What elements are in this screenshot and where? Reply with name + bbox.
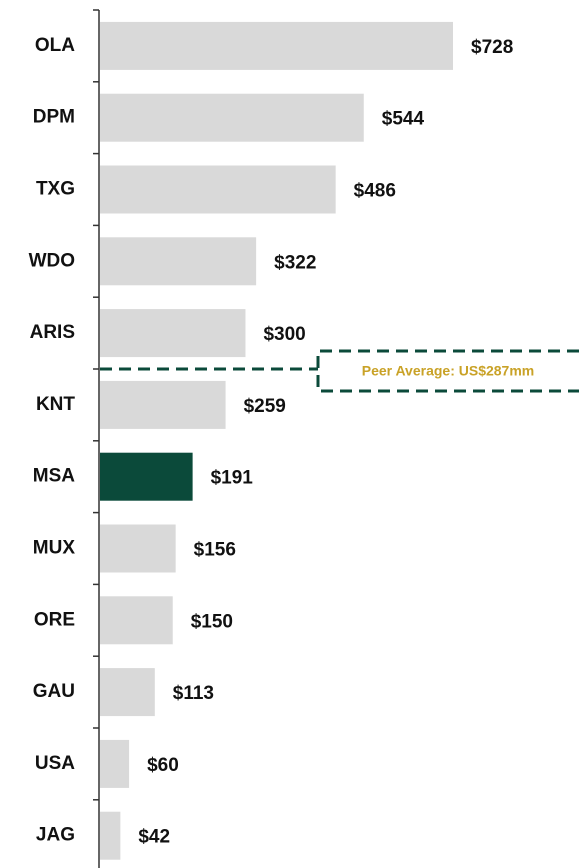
value-label: $60: [147, 755, 179, 776]
bar: [100, 165, 336, 214]
value-label: $728: [471, 37, 513, 58]
category-label: JAG: [36, 825, 75, 846]
category-label: TXG: [36, 179, 75, 200]
category-label: KNT: [36, 394, 75, 415]
bar: [100, 452, 193, 501]
average-label: Peer Average: US$287mm: [362, 363, 535, 379]
value-label: $156: [194, 540, 236, 561]
category-label: ORE: [34, 609, 75, 630]
value-label: $486: [354, 181, 396, 202]
category-label: WDO: [29, 250, 75, 271]
category-label: DPM: [33, 107, 75, 128]
category-label: USA: [35, 753, 75, 774]
value-label: $259: [244, 396, 286, 417]
category-label: MSA: [33, 466, 76, 487]
bar: [100, 380, 226, 429]
bar: [100, 596, 173, 645]
category-label: GAU: [33, 681, 75, 702]
bar: [100, 237, 257, 286]
value-label: $322: [274, 252, 316, 273]
category-label: MUX: [33, 538, 76, 559]
value-label: $150: [191, 611, 233, 632]
value-label: $191: [211, 468, 254, 489]
bar: [100, 21, 453, 70]
bar: [100, 811, 121, 860]
value-label: $42: [138, 827, 170, 848]
bar: [100, 524, 176, 573]
category-label: ARIS: [30, 322, 75, 343]
bar: [100, 93, 364, 142]
bar: [100, 739, 130, 788]
value-label: $544: [382, 109, 425, 130]
bar: [100, 668, 155, 717]
value-label: $113: [173, 683, 214, 704]
bar: [100, 309, 246, 358]
category-label: OLA: [35, 35, 75, 56]
value-label: $300: [263, 324, 305, 345]
